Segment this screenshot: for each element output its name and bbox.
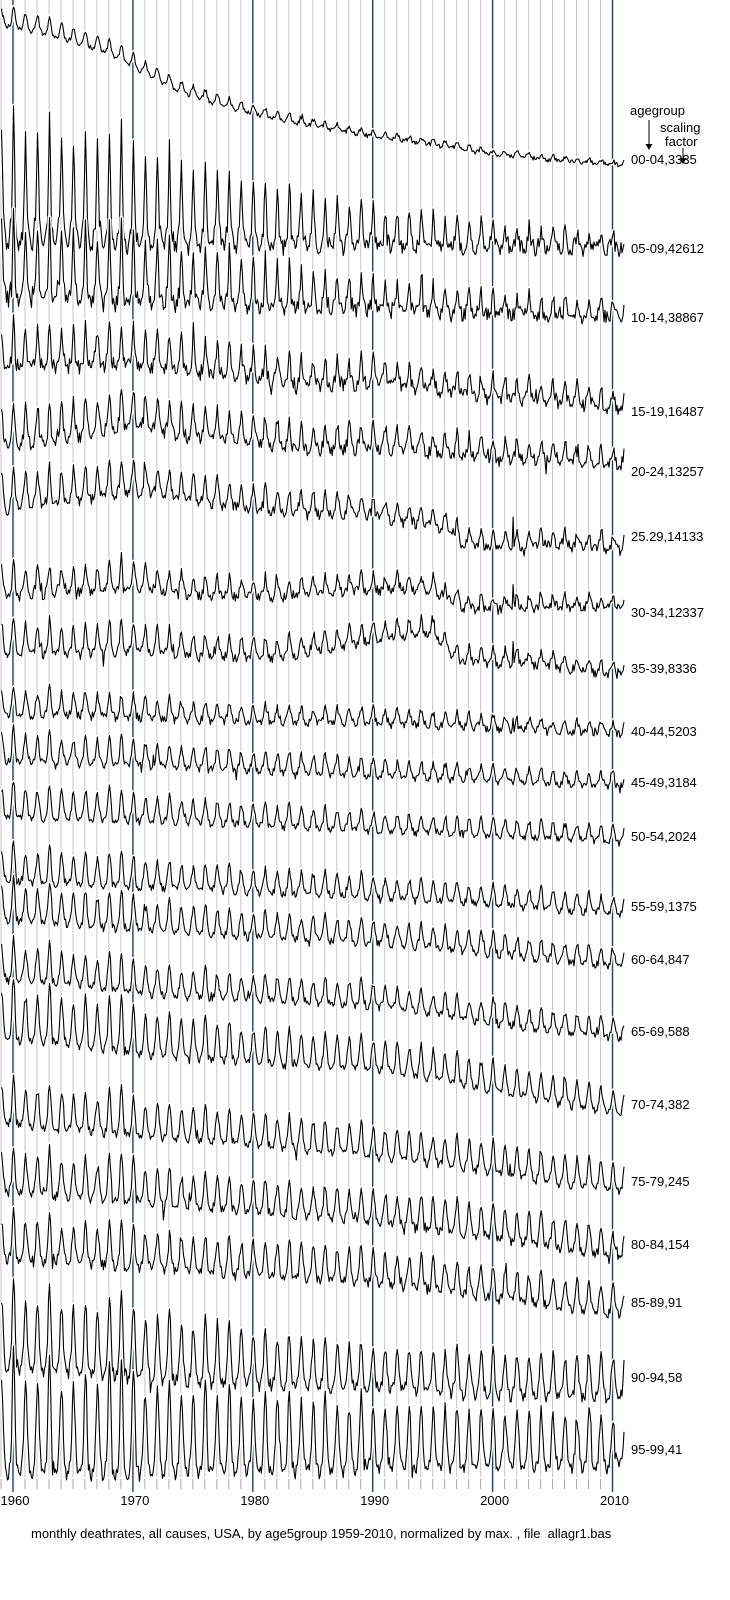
series-label-50-54: 50-54,2024 xyxy=(631,829,697,844)
scaling-factor-header-label-line2: factor xyxy=(665,134,698,149)
series-line-65-69 xyxy=(0,935,625,1042)
series-line-20-24 xyxy=(0,388,625,475)
series-line-95-99 xyxy=(0,1345,625,1483)
series-line-50-54 xyxy=(1,781,625,847)
x-axis-label-1990: 1990 xyxy=(360,1493,390,1508)
series-label-85-89: 85-89,91 xyxy=(631,1295,683,1310)
series-label-25.29: 25.29,14133 xyxy=(631,529,704,544)
series-line-80-84 xyxy=(0,1143,625,1265)
series-line-85-89 xyxy=(1,1206,625,1319)
series-line-00-04 xyxy=(0,6,625,168)
series-label-10-14: 10-14,38867 xyxy=(631,310,705,325)
series-label-70-74: 70-74,382 xyxy=(631,1097,690,1112)
series-line-10-14 xyxy=(0,208,625,325)
series-label-35-39: 35-39,8336 xyxy=(631,661,697,676)
series-label-05-09: 05-09,42612 xyxy=(631,241,705,256)
scaling-factor-header-label-line1: scaling xyxy=(660,120,701,135)
series-line-70-74 xyxy=(0,979,625,1116)
series-label-30-34: 30-34,12337 xyxy=(631,605,705,620)
series-line-05-09 xyxy=(0,105,625,258)
series-label-80-84: 80-84,154 xyxy=(631,1237,690,1252)
chart-caption: monthly deathrates, all causes, USA, by … xyxy=(31,1526,612,1541)
series-line-55-59 xyxy=(0,840,625,918)
series-label-40-44: 40-44,5203 xyxy=(631,724,697,739)
series-label-00-04: 00-04,3335 xyxy=(631,152,697,167)
x-axis-label-2000: 2000 xyxy=(480,1493,510,1508)
series-line-75-79 xyxy=(0,1074,625,1196)
series-line-35-39 xyxy=(1,613,625,680)
x-axis-label-2010: 2010 xyxy=(600,1493,629,1508)
series-label-90-94: 90-94,58 xyxy=(631,1370,683,1385)
series-line-25.29 xyxy=(0,459,625,557)
x-axis-label-1960: 1960 xyxy=(0,1493,30,1508)
series-line-40-44 xyxy=(0,683,625,739)
agegroup-header-label: agegroup xyxy=(630,103,685,118)
series-label-65-69: 65-69,588 xyxy=(631,1024,690,1039)
series-line-15-19 xyxy=(0,313,625,415)
series-label-60-64: 60-64,847 xyxy=(631,952,690,967)
scaling-factor-down-arrow-icon-head xyxy=(679,158,687,164)
series-label-15-19: 15-19,16487 xyxy=(631,404,705,419)
series-label-20-24: 20-24,13257 xyxy=(631,464,705,479)
series-label-75-79: 75-79,245 xyxy=(631,1174,690,1189)
series-line-30-34 xyxy=(0,551,625,615)
series-label-95-99: 95-99,41 xyxy=(631,1442,683,1457)
agegroup-down-arrow-icon-head xyxy=(645,144,653,150)
series-line-45-49 xyxy=(0,724,625,794)
x-axis-label-1980: 1980 xyxy=(240,1493,270,1508)
series-label-45-49: 45-49,3184 xyxy=(631,775,697,790)
x-axis-label-1970: 1970 xyxy=(120,1493,150,1508)
series-line-90-94 xyxy=(0,1278,625,1404)
series-line-60-64 xyxy=(0,874,625,970)
series-label-55-59: 55-59,1375 xyxy=(631,899,697,914)
